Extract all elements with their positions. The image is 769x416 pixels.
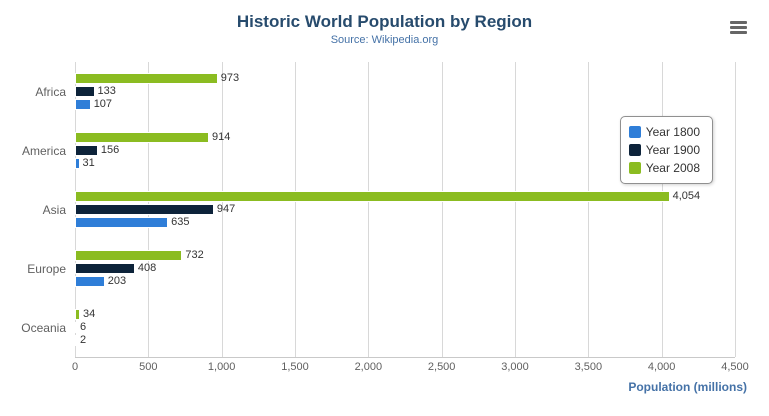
x-tick-label: 500 — [139, 361, 158, 373]
plot-area: 973 133 107 914 156 31 4,054 947 635 732 408 203 34 6… — [75, 62, 736, 358]
bar-year-1800-oceania[interactable] — [75, 335, 77, 346]
x-axis-title: Population (millions) — [628, 380, 747, 394]
y-axis-category-labels: Africa America Asia Europe Oceania — [0, 62, 66, 357]
bar-year-2008-oceania[interactable] — [75, 309, 80, 320]
bar-year-1900-asia[interactable] — [75, 204, 214, 215]
bar-value-label: 973 — [220, 72, 240, 84]
category-label-asia: Asia — [42, 202, 66, 217]
bar-year-1900-oceania[interactable] — [75, 322, 77, 333]
x-tick-label: 3,000 — [501, 361, 529, 373]
gridline — [295, 62, 296, 357]
chart-subtitle: Source: Wikipedia.org — [330, 34, 439, 46]
barline: 203 — [75, 275, 735, 288]
barline: 107 — [75, 98, 735, 111]
bar-value-label: 107 — [93, 98, 113, 110]
legend-swatch-icon — [628, 126, 641, 138]
gridline — [221, 62, 223, 357]
hamburger-icon[interactable] — [730, 21, 747, 34]
bar-value-label: 408 — [137, 262, 157, 274]
category-row-america: 914 156 31 — [75, 121, 735, 180]
barline: 133 — [75, 85, 735, 98]
legend-swatch-icon — [628, 144, 641, 156]
x-tick-label: 1,000 — [207, 361, 236, 373]
bar-year-2008-europe[interactable] — [75, 250, 183, 261]
gridline — [441, 62, 443, 357]
barline: 2 — [75, 334, 735, 347]
x-tick-label: 4,500 — [721, 361, 749, 373]
category-label-africa: Africa — [35, 84, 66, 99]
bar-year-1900-america[interactable] — [75, 145, 98, 156]
barline: 4,054 — [75, 190, 735, 203]
x-tick-label: 3,500 — [574, 361, 603, 373]
x-tick-label: 1,500 — [281, 361, 309, 373]
legend-item-year-1900[interactable]: Year 1900 — [628, 141, 700, 159]
bar-year-1800-africa[interactable] — [75, 99, 91, 110]
bar-value-label: 156 — [100, 144, 120, 156]
bar-value-label: 635 — [171, 216, 190, 228]
barline: 635 — [75, 216, 735, 229]
legend-item-year-1800[interactable]: Year 1800 — [628, 123, 700, 141]
legend-swatch-icon — [628, 162, 641, 174]
x-tick-label: 4,000 — [647, 361, 676, 373]
category-row-oceania: 34 6 2 — [75, 298, 735, 357]
legend-label: Year 1900 — [645, 143, 700, 157]
bar-year-1900-europe[interactable] — [75, 263, 135, 274]
x-tick-label: 2,500 — [427, 361, 456, 373]
barline: 408 — [75, 262, 735, 275]
bar-value-label: 6 — [80, 321, 87, 333]
barline: 6 — [75, 321, 735, 334]
hamburger-line — [730, 31, 747, 34]
category-label-america: America — [21, 143, 66, 158]
bar-value-label: 34 — [82, 308, 96, 320]
gridline — [368, 62, 370, 357]
bar-value-label: 133 — [97, 85, 116, 97]
barline: 973 — [75, 72, 735, 85]
bar-value-label: 31 — [82, 157, 95, 169]
legend-label: Year 1800 — [645, 125, 700, 139]
barline: 732 — [75, 249, 735, 262]
bar-value-label: 914 — [212, 131, 231, 143]
bar-value-label: 732 — [185, 249, 204, 261]
gridline — [588, 62, 590, 357]
bar-year-1900-africa[interactable] — [75, 86, 95, 97]
legend-item-year-2008[interactable]: Year 2008 — [628, 159, 700, 177]
barline: 156 — [75, 144, 735, 157]
barline: 31 — [75, 157, 735, 170]
bar-year-2008-africa[interactable] — [75, 73, 218, 84]
bar-year-1800-europe[interactable] — [75, 276, 105, 287]
bar-value-label: 4,054 — [672, 190, 701, 202]
x-tick-label: 0 — [71, 361, 79, 373]
category-label-europe: Europe — [27, 261, 66, 276]
barline: 947 — [75, 203, 735, 216]
category-row-asia: 4,054 947 635 — [75, 180, 735, 239]
gridline — [661, 62, 663, 357]
legend: Year 1800 Year 1900 Year 2008 — [619, 116, 713, 184]
x-tick-label: 2,000 — [354, 361, 383, 373]
hamburger-line — [730, 21, 747, 24]
category-row-africa: 973 133 107 — [75, 62, 735, 121]
bar-value-label: 947 — [216, 203, 236, 215]
x-axis-tick-labels: 0 500 1,000 1,500 2,000 2,500 3,000 3,500 4,000 4… — [71, 361, 749, 375]
category-label-oceania: Oceania — [21, 320, 66, 335]
bar-year-1800-asia[interactable] — [75, 217, 169, 228]
bar-year-1800-america[interactable] — [75, 158, 80, 169]
gridline — [515, 62, 516, 357]
category-row-europe: 732 408 203 — [75, 239, 735, 298]
bar-year-2008-asia[interactable] — [75, 191, 670, 202]
barline: 914 — [75, 131, 735, 144]
bar-value-label: 203 — [107, 275, 127, 287]
gridline — [735, 62, 736, 357]
barline: 34 — [75, 308, 735, 321]
chart-title: Historic World Population by Region — [236, 12, 533, 31]
legend-label: Year 2008 — [645, 161, 700, 175]
bar-year-2008-america[interactable] — [75, 132, 210, 143]
bar-value-label: 2 — [80, 334, 87, 346]
hamburger-line — [730, 26, 747, 29]
